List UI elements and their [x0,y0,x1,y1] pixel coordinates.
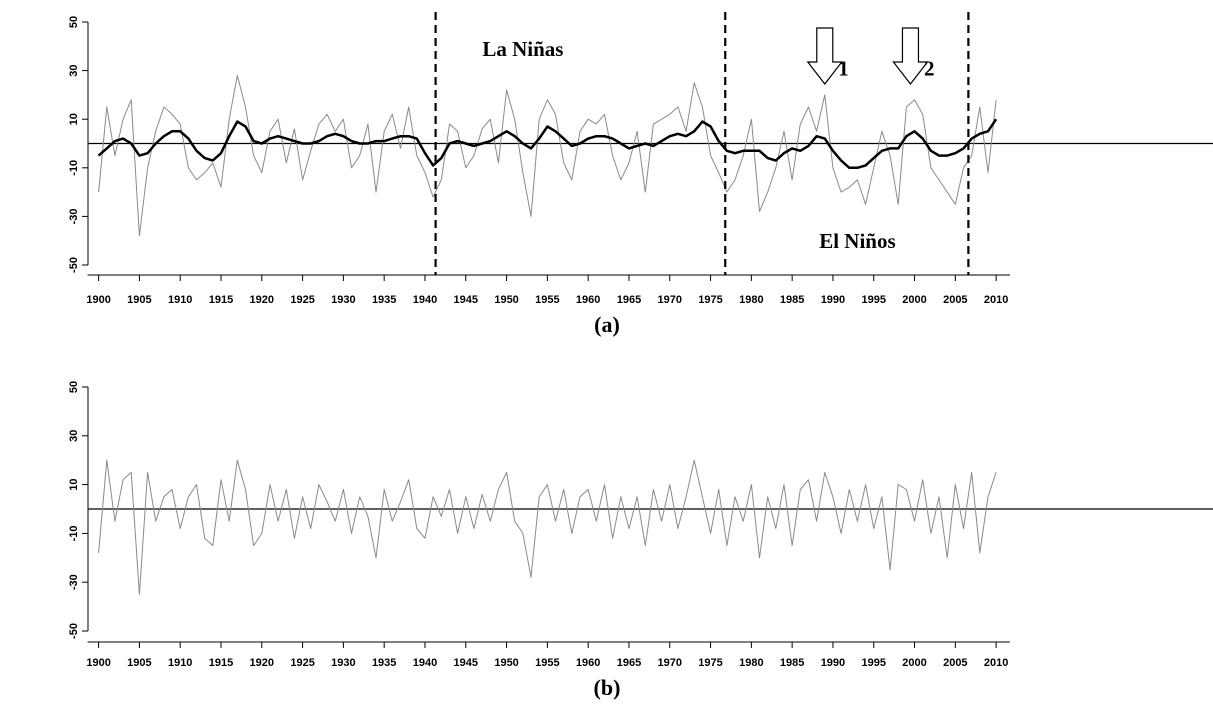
x-tick-label: 1920 [250,294,274,306]
x-tick-label: 1920 [250,657,274,669]
x-tick-label: 1915 [209,294,233,306]
y-tick-label: -50 [68,623,80,639]
x-tick-label: 2010 [984,657,1008,669]
x-tick-label: 2000 [902,294,926,306]
x-tick-label: 1905 [127,294,151,306]
x-tick-label: 2010 [984,294,1008,306]
y-tick-label: -50 [68,257,80,273]
x-tick-label: 2000 [902,657,926,669]
y-tick-label: 10 [68,478,80,490]
x-tick-label: 1935 [372,294,396,306]
x-tick-label: 2005 [943,657,967,669]
x-tick-label: 1940 [413,657,437,669]
x-tick-label: 1910 [168,657,192,669]
x-tick-label: 1910 [168,294,192,306]
x-tick-label: 1955 [535,294,559,306]
annotation: La Niñas [482,37,563,61]
annotation: 2 [924,56,935,80]
x-tick-label: 1945 [454,294,478,306]
panel-caption: (a) [594,312,620,337]
panel-caption: (b) [594,675,621,700]
x-tick-label: 1995 [861,294,885,306]
x-tick-label: 1980 [739,657,763,669]
x-tick-label: 1915 [209,657,233,669]
x-tick-label: 1900 [86,657,110,669]
x-tick-label: 1900 [86,294,110,306]
y-tick-label: 50 [68,381,80,393]
x-tick-label: 1975 [698,657,722,669]
annotation: El Niños [819,229,895,253]
annotation: 1 [838,56,849,80]
x-tick-label: 1985 [780,657,804,669]
x-tick-label: 1970 [658,657,682,669]
series-line [98,75,997,237]
x-tick-label: 1990 [821,294,845,306]
x-tick-label: 1960 [576,294,600,306]
arrow [806,27,844,85]
x-tick-label: 1965 [617,294,641,306]
y-tick-label: -30 [68,208,80,224]
x-tick-label: 1995 [861,657,885,669]
x-tick-label: 1930 [331,294,355,306]
x-tick-label: 1970 [658,294,682,306]
x-tick-label: 1905 [127,657,151,669]
y-tick-label: 30 [68,64,80,76]
y-tick-label: -10 [68,160,80,176]
x-tick-label: 1925 [290,294,314,306]
arrow [892,27,929,85]
x-tick-label: 1980 [739,294,763,306]
x-tick-label: 2005 [943,294,967,306]
x-tick-label: 1950 [494,294,518,306]
y-tick-label: -30 [68,574,80,590]
x-tick-label: 1945 [454,657,478,669]
x-tick-label: 1985 [780,294,804,306]
series-line [98,459,997,595]
y-tick-label: 50 [68,16,80,28]
x-tick-label: 1960 [576,657,600,669]
x-tick-label: 1975 [698,294,722,306]
y-tick-label: 30 [68,430,80,442]
x-tick-label: 1935 [372,657,396,669]
x-tick-label: 1965 [617,657,641,669]
series-line [97,118,998,170]
y-tick-label: 10 [68,113,80,125]
x-tick-label: 1950 [494,657,518,669]
x-tick-label: 1925 [290,657,314,669]
x-tick-label: 1955 [535,657,559,669]
x-tick-label: 1990 [821,657,845,669]
x-tick-label: 1940 [413,294,437,306]
y-tick-label: -10 [68,525,80,541]
x-tick-label: 1930 [331,657,355,669]
